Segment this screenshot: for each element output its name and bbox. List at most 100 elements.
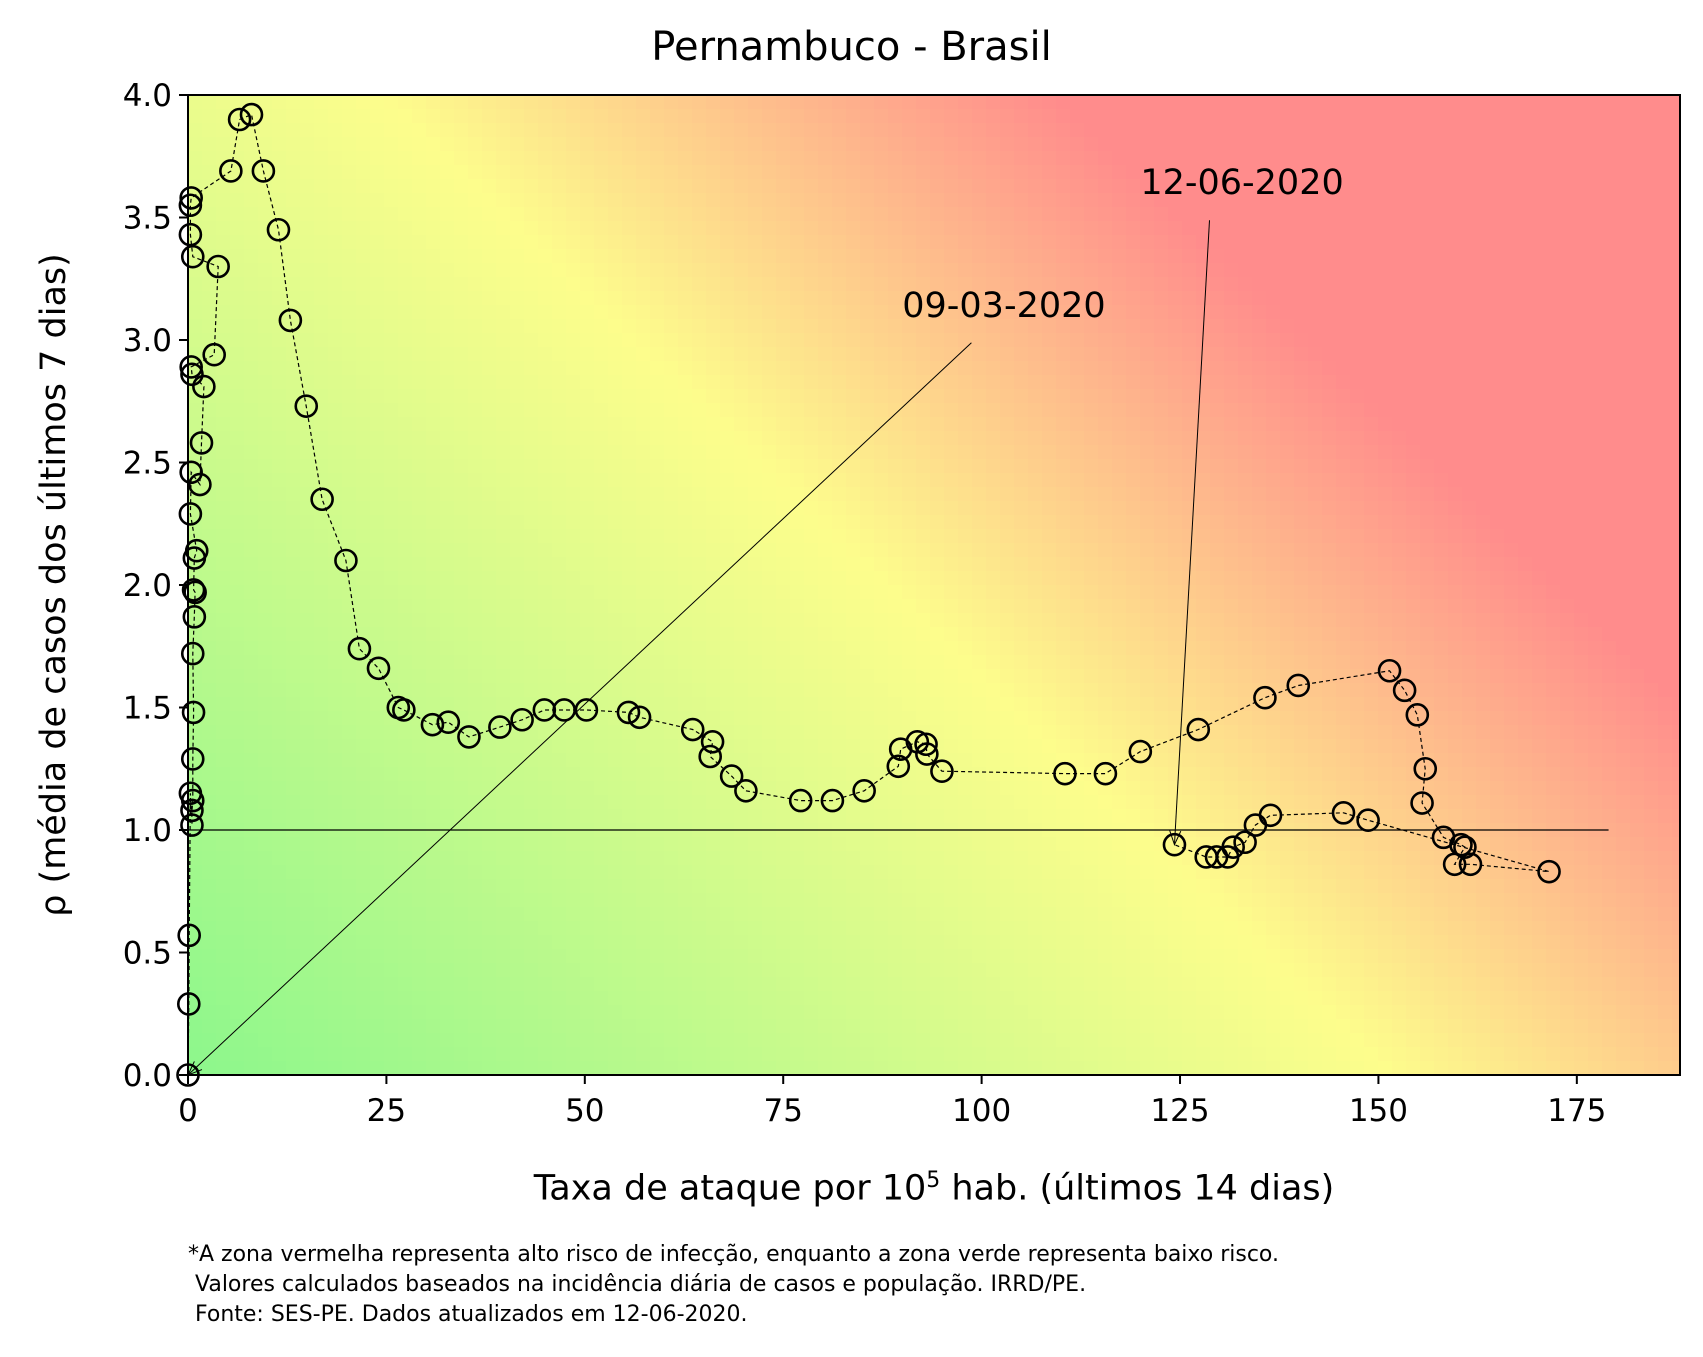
background-tile: [678, 221, 693, 236]
background-tile: [328, 165, 343, 180]
background-tile: [1308, 529, 1323, 544]
background-tile: [1504, 207, 1519, 222]
background-tile: [328, 137, 343, 152]
background-tile: [1518, 431, 1533, 446]
background-tile: [664, 683, 679, 698]
background-tile: [1084, 207, 1099, 222]
background-tile: [1378, 165, 1393, 180]
background-tile: [1000, 263, 1015, 278]
background-tile: [356, 529, 371, 544]
background-tile: [1294, 613, 1309, 628]
background-tile: [496, 501, 511, 516]
background-tile: [958, 235, 973, 250]
background-tile: [958, 543, 973, 558]
background-tile: [1210, 543, 1225, 558]
background-tile: [818, 151, 833, 166]
background-tile: [328, 151, 343, 166]
background-tile: [538, 179, 553, 194]
background-tile: [1672, 501, 1680, 516]
background-tile: [1490, 585, 1505, 600]
background-tile: [958, 529, 973, 544]
background-tile: [286, 473, 301, 488]
background-tile: [1658, 193, 1673, 208]
background-tile: [986, 305, 1001, 320]
background-tile: [1000, 445, 1015, 460]
background-tile: [1308, 697, 1323, 712]
background-tile: [1560, 515, 1575, 530]
background-tile: [1532, 95, 1547, 110]
background-tile: [1658, 697, 1673, 712]
background-tile: [1280, 151, 1295, 166]
background-tile: [566, 613, 581, 628]
background-tile: [860, 599, 875, 614]
background-tile: [1616, 711, 1631, 726]
background-tile: [1028, 473, 1043, 488]
background-tile: [356, 165, 371, 180]
background-tile: [650, 291, 665, 306]
background-tile: [608, 473, 623, 488]
background-tile: [636, 641, 651, 656]
background-tile: [1532, 473, 1547, 488]
background-tile: [216, 109, 231, 124]
background-tile: [1644, 515, 1659, 530]
background-tile: [216, 725, 231, 740]
background-tile: [1672, 193, 1680, 208]
background-tile: [1070, 655, 1085, 670]
background-tile: [244, 501, 259, 516]
background-tile: [636, 277, 651, 292]
background-tile: [1266, 179, 1281, 194]
background-tile: [188, 249, 203, 264]
background-tile: [1252, 375, 1267, 390]
background-tile: [552, 571, 567, 586]
background-tile: [818, 557, 833, 572]
background-tile: [1252, 669, 1267, 684]
background-tile: [944, 403, 959, 418]
background-tile: [328, 711, 343, 726]
background-tile: [846, 361, 861, 376]
background-tile: [930, 95, 945, 110]
background-tile: [1658, 375, 1673, 390]
background-tile: [1252, 487, 1267, 502]
background-tile: [608, 543, 623, 558]
background-tile: [776, 193, 791, 208]
background-tile: [888, 347, 903, 362]
background-tile: [300, 711, 315, 726]
background-tile: [244, 711, 259, 726]
background-tile: [860, 557, 875, 572]
background-tile: [1350, 627, 1365, 642]
background-tile: [286, 179, 301, 194]
background-tile: [1504, 109, 1519, 124]
background-tile: [846, 417, 861, 432]
background-tile: [664, 361, 679, 376]
background-tile: [1574, 431, 1589, 446]
background-tile: [1154, 711, 1169, 726]
background-tile: [412, 207, 427, 222]
background-tile: [944, 193, 959, 208]
background-tile: [1364, 613, 1379, 628]
background-tile: [1266, 445, 1281, 460]
background-tile: [1350, 235, 1365, 250]
background-tile: [300, 249, 315, 264]
background-tile: [1154, 543, 1169, 558]
background-tile: [356, 95, 371, 110]
background-tile: [1462, 221, 1477, 236]
background-tile: [398, 109, 413, 124]
background-tile: [1448, 109, 1463, 124]
background-tile: [1070, 473, 1085, 488]
background-tile: [1266, 137, 1281, 152]
background-tile: [804, 543, 819, 558]
background-tile: [874, 347, 889, 362]
background-tile: [1434, 515, 1449, 530]
background-tile: [1168, 151, 1183, 166]
background-tile: [496, 571, 511, 586]
background-tile: [314, 221, 329, 236]
background-tile: [636, 263, 651, 278]
background-tile: [832, 123, 847, 138]
background-tile: [1322, 193, 1337, 208]
background-tile: [818, 725, 833, 740]
background-tile: [692, 95, 707, 110]
background-tile: [1602, 543, 1617, 558]
background-tile: [1672, 557, 1680, 572]
background-tile: [510, 571, 525, 586]
background-tile: [1658, 515, 1673, 530]
